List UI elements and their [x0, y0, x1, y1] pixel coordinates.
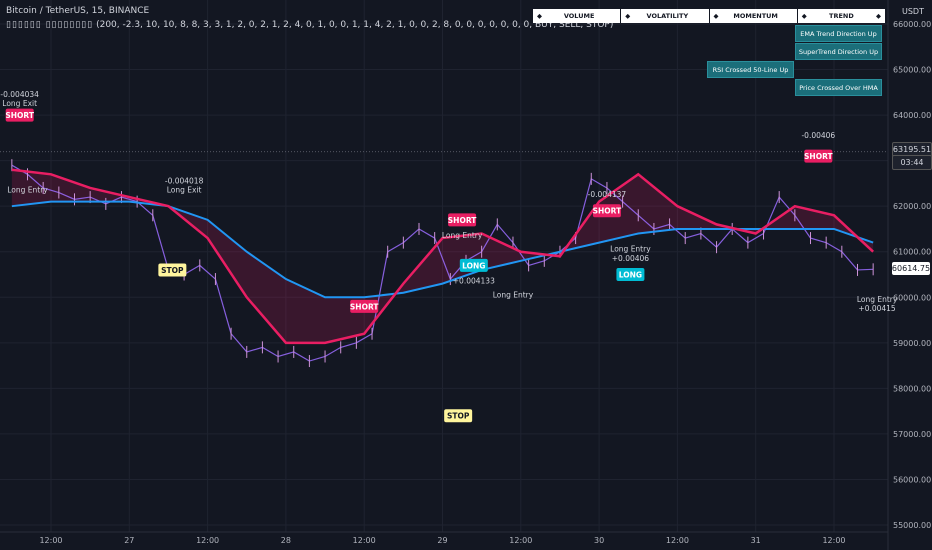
- fast-ma-line: [11, 168, 875, 345]
- x-tick-label: 29: [437, 536, 447, 545]
- time-axis[interactable]: 12:00 27 12:00 28 12:00 29 12:00 30 12:00 31 12:00: [39, 536, 845, 545]
- hma-badge: Price Crossed Over HMA: [795, 79, 882, 96]
- annotation-note: -0.004018: [165, 176, 204, 185]
- short-label: SHORT: [350, 302, 379, 311]
- column-label: VOLATILITY: [646, 12, 689, 20]
- stop-label-box: [158, 263, 187, 277]
- y-tick-label: 66000.00: [893, 20, 931, 29]
- cloud-fill: [11, 169, 874, 343]
- x-tick-label: 30: [594, 536, 604, 545]
- y-tick-label: 60000.00: [893, 293, 931, 302]
- annotation-note: Long Entry: [442, 231, 483, 240]
- table-header-volatility: ◆ VOLATILITY: [621, 9, 710, 23]
- x-tick-label: 12:00: [353, 536, 376, 545]
- countdown-tag: 03:44: [892, 155, 932, 170]
- annotation-note: -0.00406: [801, 131, 835, 140]
- y-tick-label: 55000.00: [893, 521, 931, 530]
- symbol-title[interactable]: Bitcoin / TetherUS, 15, BINANCE: [6, 6, 150, 16]
- rsi-badge: RSI Crossed 50-Line Up: [707, 61, 794, 78]
- arrow-icon: ◆: [876, 12, 881, 20]
- chart-series: [11, 159, 875, 368]
- annotation-note: Long Entry: [857, 295, 898, 304]
- y-tick-label: 59000.00: [893, 339, 931, 348]
- chart-grid: [0, 0, 889, 550]
- table-header-momentum: ◆ MOMENTUM: [710, 9, 798, 23]
- short-label-box: [804, 149, 833, 163]
- y-tick-label: 62000.00: [893, 202, 931, 211]
- trend-table: ◆ VOLUME ◆ VOLATILITY ◆ MOMENTUM ◆ TREND…: [533, 9, 885, 23]
- indicator-name: ▯▯▯▯▯▯ ▯▯▯▯▯▯▯▯: [6, 20, 94, 30]
- ema-trend-badge: EMA Trend Direction Up: [795, 25, 882, 42]
- annotation-note: +0.004133: [453, 277, 495, 286]
- column-label: MOMENTUM: [733, 12, 778, 20]
- x-tick-label: 12:00: [666, 536, 689, 545]
- long-label: LONG: [619, 271, 642, 280]
- arrow-icon: ◆: [625, 12, 631, 20]
- annotation-note: -0.004137: [588, 190, 627, 199]
- annotation-note: +0.00406: [612, 254, 650, 263]
- short-label-box: [448, 213, 477, 227]
- ma-cloud: [11, 169, 874, 343]
- current-price-tag: 60614.75: [891, 262, 931, 275]
- short-label-box: [592, 204, 621, 218]
- annotation-note: Long Entry: [493, 290, 534, 299]
- long-label: LONG: [462, 261, 485, 270]
- annotation-note: Long Exit: [167, 186, 202, 195]
- annotation-note: Long Entry: [610, 245, 651, 254]
- stop-label-box: [444, 409, 473, 423]
- y-tick-label: 65000.00: [893, 66, 931, 75]
- y-tick-label: 64000.00: [893, 111, 931, 120]
- annotation-note: -0.004034: [0, 90, 39, 99]
- arrow-icon: ◆: [537, 12, 542, 20]
- price-line-series: [11, 164, 874, 362]
- column-label: TREND: [829, 12, 854, 20]
- supertrend-badge: SuperTrend Direction Up: [795, 43, 882, 60]
- stop-label: STOP: [447, 412, 470, 421]
- y-tick-label: 61000.00: [893, 248, 931, 257]
- x-tick-label: 28: [281, 536, 291, 545]
- y-tick-label: 57000.00: [893, 430, 931, 439]
- long-label-box: [459, 258, 488, 272]
- x-tick-label: 31: [751, 536, 761, 545]
- stop-label: STOP: [161, 266, 184, 275]
- short-label: SHORT: [804, 152, 833, 161]
- y-tick-label: 56000.00: [893, 475, 931, 484]
- x-tick-label: 12:00: [39, 536, 62, 545]
- currency-label[interactable]: USDT: [902, 7, 924, 16]
- x-tick-label: 12:00: [509, 536, 532, 545]
- slow-ma-line: [11, 200, 874, 299]
- annotation-note: Long Exit: [2, 99, 37, 108]
- short-label: SHORT: [5, 111, 34, 120]
- short-label: SHORT: [448, 216, 477, 225]
- annotation-note: +0.00415: [858, 304, 896, 313]
- short-label: SHORT: [593, 207, 622, 216]
- arrow-icon: ◆: [801, 12, 807, 20]
- annotation-note: Long Entry: [7, 186, 48, 195]
- indicator-params: (200, -2.3, 10, 10, 8, 8, 3, 3, 1, 2, 0,…: [96, 20, 614, 30]
- long-label-box: [616, 268, 645, 281]
- x-tick-label: 12:00: [822, 536, 845, 545]
- x-tick-label: 12:00: [196, 536, 219, 545]
- table-header-volume: ◆ VOLUME: [533, 9, 622, 23]
- table-header-trend: ◆ TREND ◆: [798, 9, 885, 23]
- indicator-legend[interactable]: ▯▯▯▯▯▯ ▯▯▯▯▯▯▯▯ (200, -2.3, 10, 10, 8, 8…: [6, 20, 613, 30]
- x-tick-label: 27: [124, 536, 134, 545]
- short-label-box: [5, 108, 34, 122]
- price-axis[interactable]: 55000.00 56000.00 57000.00 58000.00 59000.00…: [893, 20, 931, 530]
- short-label-box: [350, 299, 379, 313]
- y-tick-label: 58000.00: [893, 384, 931, 393]
- column-label: VOLUME: [563, 12, 595, 20]
- arrow-icon: ◆: [713, 12, 719, 20]
